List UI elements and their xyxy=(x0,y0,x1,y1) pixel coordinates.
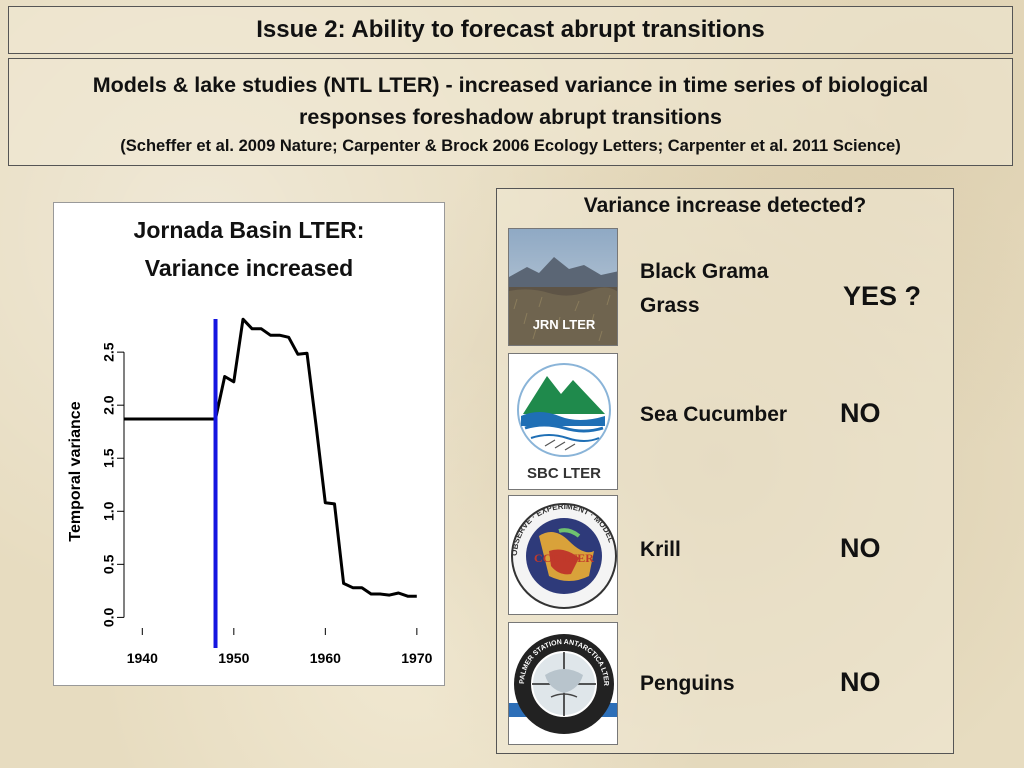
y-tick-label: 0.5 xyxy=(101,554,117,574)
y-tick-label: 2.5 xyxy=(101,342,117,362)
answer-krill: NO xyxy=(840,533,881,563)
chart-panel: Jornada Basin LTER: Variance increased 0… xyxy=(53,202,445,686)
x-tick-label: 1960 xyxy=(310,650,341,666)
row-label-krill: Krill xyxy=(640,538,681,561)
summary-line-2: responses foreshadow abrupt transitions xyxy=(299,105,722,129)
desert-landscape-icon: JRN LTER xyxy=(509,229,617,345)
chart-title: Jornada Basin LTER: Variance increased xyxy=(54,211,444,287)
slide-title-box: Issue 2: Ability to forecast abrupt tran… xyxy=(8,6,1013,54)
variance-series-line xyxy=(124,317,417,598)
detection-panel: Variance increase detected? JRN LTER Bla… xyxy=(496,188,954,754)
y-tick-label: 0.0 xyxy=(101,607,117,627)
chart-title-line-2: Variance increased xyxy=(144,255,354,281)
x-tick-label: 1950 xyxy=(218,650,249,666)
citations: (Scheffer et al. 2009 Nature; Carpenter … xyxy=(120,137,901,155)
sbc-site-label: SBC LTER xyxy=(527,465,601,482)
y-tick-label: 2.0 xyxy=(101,395,117,415)
jrn-photo: JRN LTER xyxy=(508,228,618,346)
row-label-black-grama: Black Grama Grass xyxy=(640,255,768,323)
slide-title: Issue 2: Ability to forecast abrupt tran… xyxy=(256,16,765,43)
variance-chart: 0.0 0.5 1.0 1.5 2.0 2.5 Temporal variance 1940 1… xyxy=(67,317,433,666)
chart-title-line-1: Jornada Basin LTER: xyxy=(133,217,365,243)
x-tick-label: 1970 xyxy=(401,650,432,666)
y-tick-label: 1.5 xyxy=(101,448,117,468)
answer-sea-cucumber: NO xyxy=(840,398,881,428)
summary-line-1: Models & lake studies (NTL LTER) - incre… xyxy=(92,73,929,97)
jrn-site-label: JRN LTER xyxy=(533,317,596,332)
mountain-wave-logo-icon: SBC LTER xyxy=(509,354,617,489)
row-label-penguins: Penguins xyxy=(640,672,735,695)
summary-box: Models & lake studies (NTL LTER) - incre… xyxy=(8,58,1013,166)
answer-black-grama: YES ? xyxy=(843,281,922,311)
penguin-logo-icon: PALMER STATION ANTARCTICA LTER xyxy=(509,623,617,744)
globe-logo-icon: OBSERVE · EXPERIMENT · MODEL CCE LTER xyxy=(509,496,617,614)
answer-penguins: NO xyxy=(840,667,881,697)
row-label-line-2: Grass xyxy=(640,294,700,317)
row-label-sea-cucumber: Sea Cucumber xyxy=(640,403,788,426)
row-label-line-1: Black Grama xyxy=(640,260,769,283)
x-tick-label: 1940 xyxy=(127,650,158,666)
cce-site-label: CCE LTER xyxy=(534,551,594,565)
sbc-logo: SBC LTER xyxy=(508,353,618,490)
pal-logo: PALMER STATION ANTARCTICA LTER xyxy=(508,622,618,745)
y-tick-label: 1.0 xyxy=(101,501,117,521)
y-axis-label: Temporal variance xyxy=(67,401,84,541)
cce-logo: OBSERVE · EXPERIMENT · MODEL CCE LTER xyxy=(508,495,618,615)
panel-heading: Variance increase detected? xyxy=(583,194,867,217)
